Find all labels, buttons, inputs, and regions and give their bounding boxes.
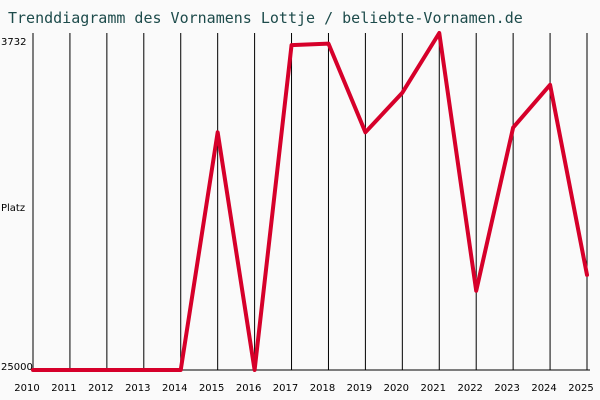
x-tick-2024: 2024	[531, 383, 556, 394]
x-tick-2010: 2010	[14, 383, 39, 394]
x-tick-2013: 2013	[125, 383, 150, 394]
x-tick-2014: 2014	[162, 383, 187, 394]
x-tick-2019: 2019	[347, 383, 372, 394]
x-tick-2011: 2011	[51, 383, 76, 394]
x-tick-labels: 2010 2011 2012 2013 2014 2015 2016 2017 2018 2019…	[14, 383, 593, 394]
y-bottom-tick-label: 25000	[1, 362, 33, 373]
chart-title: Trenddiagramm des Vornamens Lottje / bel…	[8, 9, 523, 27]
x-tick-2016: 2016	[236, 383, 261, 394]
x-tick-2021: 2021	[421, 383, 446, 394]
x-tick-2023: 2023	[494, 383, 519, 394]
x-tick-2017: 2017	[273, 383, 298, 394]
y-top-tick-label: 3732	[1, 37, 26, 48]
vertical-gridlines	[69, 33, 588, 370]
x-tick-2022: 2022	[457, 383, 482, 394]
x-tick-2018: 2018	[310, 383, 335, 394]
series-line	[31, 31, 589, 372]
x-tick-2025: 2025	[568, 383, 593, 394]
y-axis-label: Platz	[1, 203, 25, 214]
x-tick-2020: 2020	[384, 383, 409, 394]
x-tick-2012: 2012	[88, 383, 113, 394]
x-tick-2015: 2015	[199, 383, 224, 394]
